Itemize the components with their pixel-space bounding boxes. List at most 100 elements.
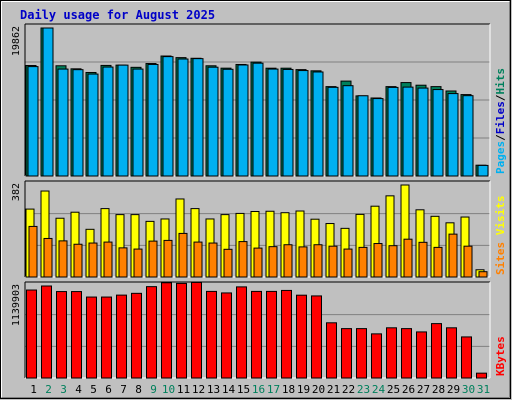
bar-sites-10 bbox=[163, 239, 173, 278]
bar-sites-15 bbox=[238, 241, 248, 278]
right-label-separator: / bbox=[494, 94, 507, 101]
bar-sites-31 bbox=[478, 271, 488, 278]
right-label-pages: Pages bbox=[494, 141, 507, 174]
x-tick-label: 9 bbox=[150, 383, 157, 396]
bar-kbytes-7 bbox=[116, 294, 127, 379]
bar-kbytes-2 bbox=[41, 285, 52, 379]
x-tick-label: 11 bbox=[177, 383, 190, 396]
right-label-kbytes: KBytes bbox=[494, 336, 507, 376]
panel-0: 19862 Pages/Files/Hits bbox=[11, 23, 507, 177]
bar-kbytes-6 bbox=[101, 296, 112, 379]
bar-files-2 bbox=[42, 27, 54, 177]
bar-kbytes-29 bbox=[446, 327, 457, 379]
x-tick-label: 26 bbox=[402, 383, 415, 396]
bar-files-14 bbox=[222, 68, 234, 177]
bar-files-5 bbox=[87, 73, 99, 177]
y-tick-label: 382 bbox=[11, 183, 22, 201]
bar-files-31 bbox=[477, 164, 489, 177]
x-tick-label: 4 bbox=[75, 383, 82, 396]
panel-2: 1139903 KBytes bbox=[11, 281, 507, 379]
bar-files-26 bbox=[402, 86, 414, 177]
bar-sites-23 bbox=[358, 246, 368, 278]
x-tick-label: 17 bbox=[267, 383, 280, 396]
right-series-label: Pages/Files/Hits bbox=[494, 68, 507, 174]
x-tick-label: 31 bbox=[477, 383, 490, 396]
bar-kbytes-28 bbox=[431, 323, 442, 379]
bar-files-10 bbox=[162, 56, 174, 177]
bar-kbytes-30 bbox=[461, 336, 472, 379]
x-tick-label: 15 bbox=[237, 383, 250, 396]
bar-kbytes-18 bbox=[281, 289, 292, 379]
bar-sites-9 bbox=[148, 240, 158, 278]
bar-sites-8 bbox=[133, 248, 143, 278]
bar-files-7 bbox=[117, 64, 129, 177]
bar-kbytes-4 bbox=[71, 291, 82, 379]
y-tick-label: 1139903 bbox=[11, 284, 22, 326]
bar-kbytes-11 bbox=[176, 282, 187, 379]
x-tick-label: 20 bbox=[312, 383, 325, 396]
bar-sites-3 bbox=[58, 240, 68, 278]
bar-sites-28 bbox=[433, 246, 443, 278]
right-label-sites: Sites bbox=[494, 242, 507, 275]
bar-files-3 bbox=[57, 68, 69, 177]
x-tick-label: 5 bbox=[90, 383, 97, 396]
bar-sites-14 bbox=[223, 248, 233, 278]
bar-files-23 bbox=[357, 95, 369, 177]
bar-kbytes-15 bbox=[236, 286, 247, 379]
bar-sites-5 bbox=[88, 242, 98, 278]
bar-kbytes-22 bbox=[341, 328, 352, 379]
bar-files-6 bbox=[102, 66, 114, 177]
bar-kbytes-1 bbox=[26, 289, 37, 379]
bar-kbytes-5 bbox=[86, 296, 97, 379]
right-label-visits: Visits bbox=[494, 196, 507, 236]
x-tick-label: 29 bbox=[447, 383, 460, 396]
bar-files-20 bbox=[312, 71, 324, 177]
bar-files-12 bbox=[192, 58, 204, 177]
bar-sites-18 bbox=[283, 244, 293, 278]
bar-files-19 bbox=[297, 70, 309, 177]
bar-sites-1 bbox=[28, 225, 38, 278]
x-tick-label: 8 bbox=[135, 383, 142, 396]
bar-sites-19 bbox=[298, 246, 308, 278]
bar-sites-13 bbox=[208, 242, 218, 278]
right-label-separator: / bbox=[494, 235, 507, 242]
bar-sites-2 bbox=[43, 237, 53, 278]
bar-sites-27 bbox=[418, 241, 428, 278]
x-tick-label: 12 bbox=[192, 383, 205, 396]
x-tick-label: 28 bbox=[432, 383, 445, 396]
right-label-separator: / bbox=[494, 134, 507, 141]
x-tick-label: 25 bbox=[387, 383, 400, 396]
bar-kbytes-9 bbox=[146, 286, 157, 379]
bar-files-17 bbox=[267, 68, 279, 177]
bar-kbytes-27 bbox=[416, 331, 427, 379]
bar-files-13 bbox=[207, 66, 219, 177]
bar-files-30 bbox=[462, 95, 474, 177]
x-tick-label: 10 bbox=[162, 383, 175, 396]
x-tick-label: 7 bbox=[120, 383, 127, 396]
bar-sites-16 bbox=[253, 247, 263, 278]
bar-kbytes-12 bbox=[191, 281, 202, 379]
bar-kbytes-8 bbox=[131, 292, 142, 379]
bar-sites-6 bbox=[103, 241, 113, 278]
bar-files-27 bbox=[417, 87, 429, 177]
right-label-hits: Hits bbox=[494, 68, 507, 95]
x-tick-label: 22 bbox=[342, 383, 355, 396]
y-tick-label: 19862 bbox=[11, 26, 22, 56]
right-series-label: Sites/Visits bbox=[494, 196, 507, 276]
bar-kbytes-21 bbox=[326, 322, 337, 379]
bar-sites-4 bbox=[73, 243, 83, 278]
x-tick-label: 1 bbox=[30, 383, 37, 396]
x-tick-label: 16 bbox=[252, 383, 265, 396]
bar-sites-22 bbox=[343, 248, 353, 278]
bar-files-9 bbox=[147, 63, 159, 177]
bar-files-8 bbox=[132, 68, 144, 177]
bar-kbytes-26 bbox=[401, 328, 412, 379]
x-tick-label: 24 bbox=[372, 383, 386, 396]
bar-files-18 bbox=[282, 68, 294, 177]
x-tick-label: 19 bbox=[297, 383, 310, 396]
bar-kbytes-10 bbox=[161, 282, 172, 379]
right-series-label: KBytes bbox=[494, 336, 507, 376]
panel-1: 382 Sites/Visits bbox=[11, 180, 507, 278]
bar-kbytes-20 bbox=[311, 295, 322, 379]
